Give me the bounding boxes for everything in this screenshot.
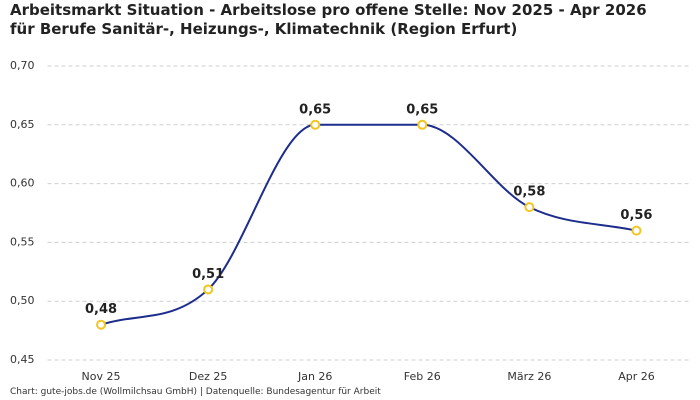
y-tick-label: 0,55 — [10, 235, 35, 248]
y-tick-label: 0,50 — [10, 294, 35, 307]
y-tick-label: 0,65 — [10, 118, 35, 131]
marker — [524, 202, 535, 213]
line — [100, 123, 637, 326]
marker — [203, 284, 214, 295]
y-tick-label: 0,60 — [10, 177, 35, 190]
chart-footer: Chart: gute-jobs.de (Wollmilchsau GmbH) … — [10, 387, 381, 397]
value-label: 0,56 — [620, 208, 652, 223]
x-tick-label: März 26 — [507, 370, 551, 383]
x-tick-label: Dez 25 — [189, 370, 228, 383]
value-label: 0,65 — [406, 102, 438, 117]
value-label: 0,51 — [192, 267, 224, 282]
value-label: 0,65 — [299, 102, 331, 117]
marker — [417, 119, 428, 130]
value-label: 0,48 — [85, 302, 117, 317]
marker — [310, 119, 321, 130]
x-tick-label: Apr 26 — [618, 370, 655, 383]
value-label: 0,58 — [513, 185, 545, 200]
y-tick-label: 0,70 — [10, 59, 35, 72]
y-tick-label: 0,45 — [10, 353, 35, 366]
chart: 0,45 0,50 0,55 0,60 0,65 0,70 Nov 25 Dez 25 Jan … — [10, 59, 690, 383]
marker — [631, 225, 642, 236]
x-tick-label: Nov 25 — [82, 370, 121, 383]
x-tick-label: Jan 26 — [297, 370, 332, 383]
chart-title: Arbeitsmarkt Situation - Arbeitslose pro… — [10, 1, 647, 38]
x-tick-label: Feb 26 — [404, 370, 441, 383]
marker — [96, 319, 107, 330]
